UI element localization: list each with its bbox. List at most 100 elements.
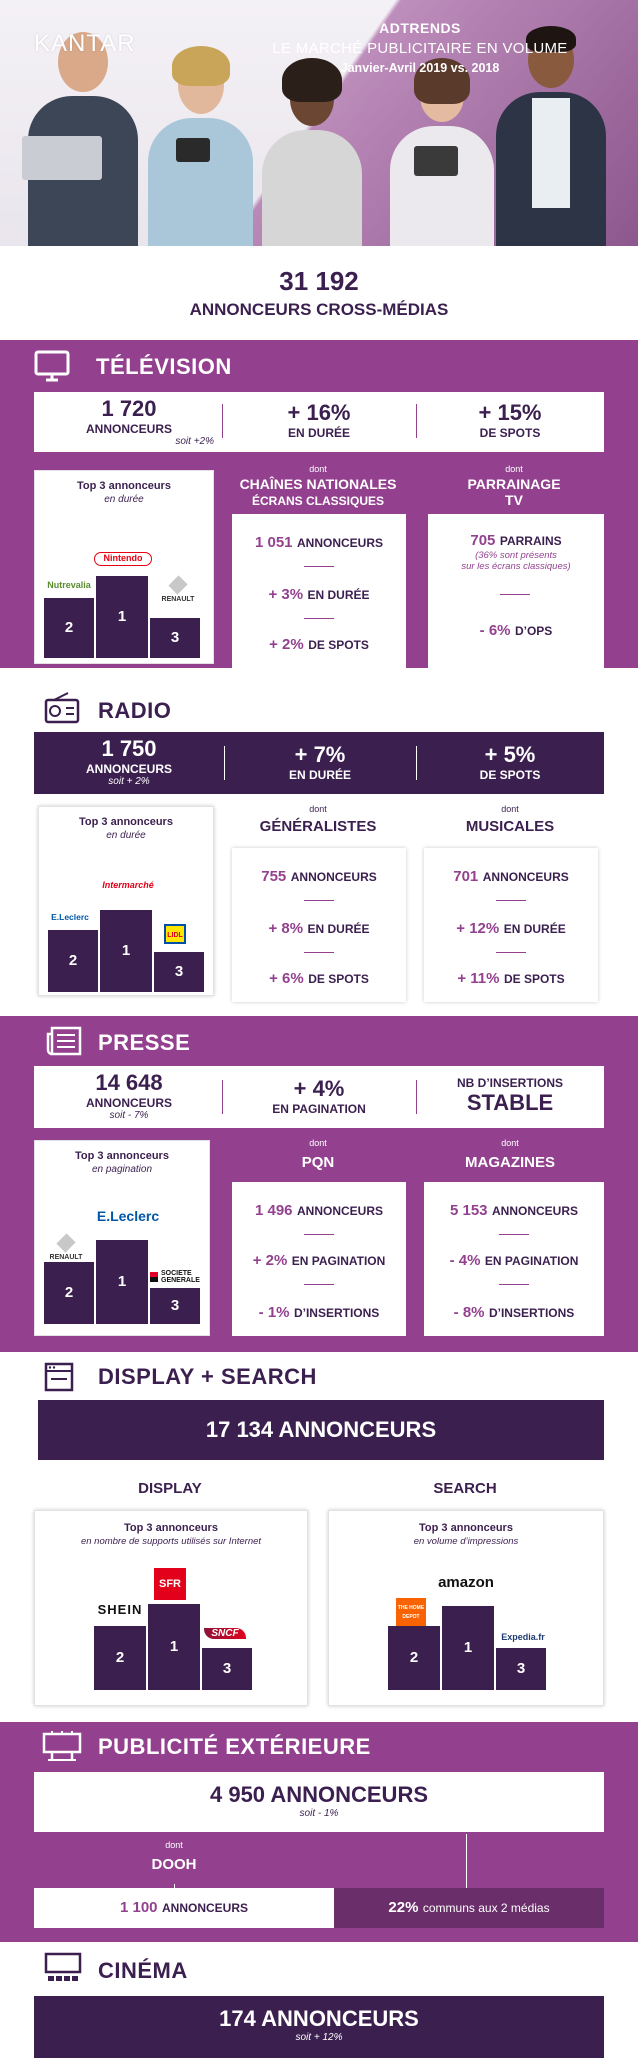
tv-kpi1-num: 1 720 [101,396,157,421]
presse-col1-sep2 [304,1284,334,1285]
tv-col1-sep1 [304,566,334,567]
tv-col2-stat1: 705 PARRAINS (36% sont présents sur les … [461,532,571,572]
tv-col2-title-b: TV [505,492,523,508]
tv-kpi-duration: + 16% EN DURÉE [222,400,416,440]
display-banner: 17 134 ANNONCEURS [38,1400,604,1460]
dooh-connector-right-v [466,1834,467,1888]
logo-renault-presse: RENAULT [46,1233,86,1261]
person-5 [496,26,606,246]
title-adtrends: ADTRENDS [379,20,461,36]
tv-kpi3-num: + 15% [478,400,542,425]
presse-top3-sub: en pagination [91,1164,153,1175]
search-top3-title: Top 3 annonceurs [419,1522,513,1534]
presse-kpi-advertisers: 14 648 ANNONCEURS soit - 7% [85,1070,172,1121]
presse-col2-box [424,1182,604,1336]
logo-nutrevalia: Nutrevalia [47,580,91,590]
radio-col1-stat1: 755 ANNONCEURS [261,868,377,885]
tv-podium-3: 3 [150,618,200,658]
tv-kpi-spots: + 15% DE SPOTS [416,400,604,440]
presse-col1-stat1: 1 496 ANNONCEURS [254,1202,383,1219]
kantar-logo: KANTAR [34,30,136,57]
tv-col2-title-a: PARRAINAGE [467,476,561,492]
tv-kpi1-sub: soit +2% [175,436,214,447]
radio-col1-sep2 [304,952,334,953]
total-number: 31 192 [279,266,359,296]
presse-podium-3: 3 [150,1288,200,1324]
display-podium-1: 1 [148,1604,200,1690]
cinema-screen-icon [44,1952,82,1981]
presse-top3-title: Top 3 annonceurs [75,1150,169,1162]
tv-col2-header: dont PARRAINAGE TV [424,464,604,508]
cinema-title: CINÉMA [98,1958,188,1983]
logo-expedia: Expedia.fr [501,1632,545,1642]
exterieur-banner: 4 950 ANNONCEURS soit - 1% [34,1772,604,1832]
radio-title: RADIO [98,698,172,723]
presse-col2-sep1 [499,1234,529,1235]
logo-sfr: SFR [154,1568,186,1600]
radio-icon [44,692,80,724]
logo-societe-generale: SOCIETE GENERALE [150,1270,206,1284]
display-right-title: SEARCH [433,1480,497,1497]
tv-col1-stat3: + 2% DE SPOTS [269,636,369,653]
tv-col1-sep2 [304,618,334,619]
tv-icon [34,350,70,382]
search-top3-sub: en volume d’impressions [413,1536,519,1547]
presse-col1-stat2: + 2% EN PAGINATION [252,1252,386,1269]
logo-lidl: LIDL [164,924,186,944]
display-top3-title: Top 3 annonceurs [124,1522,218,1534]
tv-col2-stat2: - 6% D’OPS [479,622,553,639]
radio-col2-stat3: + 11% DE SPOTS [457,970,565,987]
logo-sncf: SNCF [204,1628,246,1639]
tv-col1-header: dont CHAÎNES NATIONALES ÉCRANS CLASSIQUE… [228,464,408,508]
radio-top3-title: Top 3 annonceurs [79,816,173,828]
tv-podium-1: 1 [96,576,148,658]
tv-kpi-divider-1 [222,404,223,438]
display-podium-3: 3 [202,1648,252,1690]
presse-kpi-insertions: NB D’INSERTIONS STABLE [456,1076,563,1115]
tv-kpi2-label: EN DURÉE [287,426,350,440]
tv-kpi-advertisers: 1 720 ANNONCEURS soit +2% [34,396,224,447]
radio-col1-header: dont GÉNÉRALISTES [259,804,377,835]
radio-col2-stat1: 701 ANNONCEURS [453,868,569,885]
presse-kpi-divider-1 [222,1080,223,1114]
presse-kpi-divider-2 [416,1080,417,1114]
logo-eleclerc-presse: E.Leclerc [96,1208,160,1224]
browser-icon [44,1362,74,1392]
logo-amazon: amazon [438,1574,494,1591]
tv-kpi3-label: DE SPOTS [479,426,541,440]
radio-kpi-spots: + 5% DE SPOTS [479,742,541,782]
display-left-title: DISPLAY [138,1480,202,1497]
header-title: ADTRENDS LE MARCHÉ PUBLICITAIRE EN VOLUM… [205,20,635,75]
radio-kpi-duration: + 7% EN DURÉE [288,742,351,782]
radio-kpi-divider-1 [224,746,225,780]
presse-col2-sep2 [499,1284,529,1285]
presse-podium-1: 1 [96,1240,148,1324]
tv-col1-box [232,514,406,668]
logo-renault: RENAULT [158,575,198,603]
radio-podium-2: 2 [48,930,98,992]
tv-podium-2: 2 [44,598,94,658]
tv-col2-dont: dont [505,464,523,474]
tv-col1-title-a: CHAÎNES NATIONALES [239,476,397,492]
logo-home-depot: THE HOME DEPOT [396,1598,426,1628]
radio-top3-sub: en durée [106,830,146,841]
radio-col2-sep1 [496,900,526,901]
display-title: DISPLAY + SEARCH [98,1364,317,1389]
presse-kpi-pagination: + 4% EN PAGINATION [272,1076,366,1116]
person-1 [22,32,138,246]
display-podium-2: 2 [94,1626,146,1690]
radio-kpi-advertisers: 1 750 ANNONCEURS soit + 2% [85,736,172,787]
person-2 [148,46,253,246]
radio-podium-1: 1 [100,910,152,992]
radio-col1-stat2: + 8% EN DURÉE [268,920,370,937]
tv-col2-box [428,514,604,668]
tv-col1-title-b: ÉCRANS CLASSIQUES [251,494,385,508]
radio-col1-stat3: + 6% DE SPOTS [269,970,369,987]
common-box: 22% communs aux 2 médias [334,1888,604,1928]
dooh-header: dont DOOH [151,1840,197,1873]
presse-kpi-box [34,1066,604,1128]
presse-title: PRESSE [98,1030,191,1055]
tv-title: TÉLÉVISION [96,354,232,379]
display-top3-sub: en nombre de supports utilisés sur Inter… [80,1536,262,1547]
logo-eleclerc-radio: E.Leclerc [51,912,89,922]
